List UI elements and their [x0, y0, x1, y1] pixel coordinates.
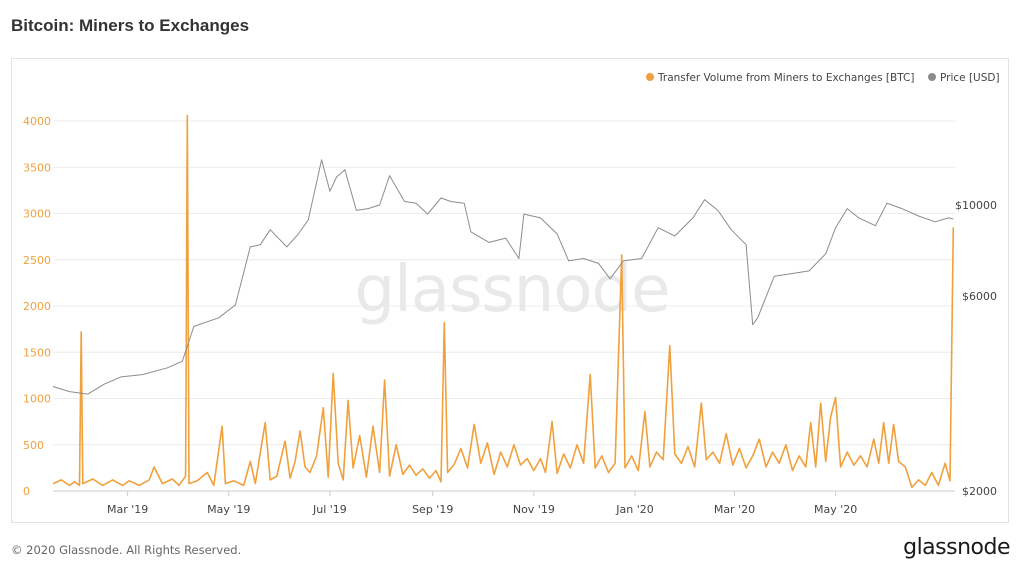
- legend: Transfer Volume from Miners to Exchanges…: [646, 72, 1000, 84]
- legend-marker-volume: [646, 73, 654, 81]
- x-tick-label: May '20: [814, 503, 857, 516]
- x-tick-label: Mar '20: [714, 503, 755, 516]
- chart-frame: glassnode 0 500 1000 1500 2000 2500 3000 3500 40…: [11, 58, 1009, 523]
- x-tick-label: Mar '19: [107, 503, 148, 516]
- y-left-tick-label: 1000: [23, 393, 51, 406]
- x-tick-label: Jan '20: [615, 503, 653, 516]
- watermark-text: glassnode: [354, 253, 669, 327]
- y-left-tick-label: 3000: [23, 208, 51, 221]
- series-line-volume: [52, 114, 955, 489]
- x-tick-label: May '19: [207, 503, 250, 516]
- glassnode-logo[interactable]: glassnode: [903, 535, 1010, 560]
- y-left-tick-label: 4000: [23, 115, 51, 128]
- y-left-tick-label: 500: [23, 439, 44, 452]
- x-tick-label: Sep '19: [412, 503, 453, 516]
- series-line-price: [52, 159, 954, 395]
- y-left-tick-label: 1500: [23, 346, 51, 359]
- y-left-tick-label: 0: [23, 485, 30, 498]
- legend-label-price: Price [USD]: [940, 72, 1000, 84]
- y-left-tick-label: 3500: [23, 161, 51, 174]
- chart: glassnode 0 500 1000 1500 2000 2500 3000 3500 40…: [23, 72, 1000, 516]
- y-left-tick-label: 2000: [23, 300, 51, 313]
- y-right-tick-label: $2000: [962, 485, 997, 498]
- series: [52, 114, 955, 489]
- x-tick-label: Nov '19: [513, 503, 555, 516]
- copyright-notice: © 2020 Glassnode. All Rights Reserved.: [11, 543, 242, 557]
- grid-lines: [53, 120, 955, 492]
- y-left-tick-label: 2500: [23, 254, 51, 267]
- page-title: Bitcoin: Miners to Exchanges: [11, 16, 250, 35]
- legend-label-volume: Transfer Volume from Miners to Exchanges…: [657, 72, 914, 84]
- axes: 0 500 1000 1500 2000 2500 3000 3500 4000 $2000 $60…: [23, 115, 997, 516]
- legend-marker-price: [928, 73, 936, 81]
- y-right-tick-label: $6000: [962, 290, 997, 303]
- y-right-tick-label: $10000: [955, 199, 997, 212]
- x-tick-label: Jul '19: [312, 503, 347, 516]
